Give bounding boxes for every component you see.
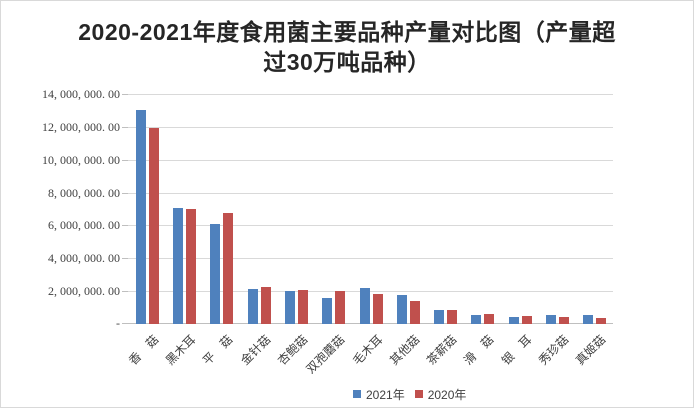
legend-label-2021: 2021年 <box>366 387 405 402</box>
y-axis-tick <box>122 225 128 226</box>
bar-2020 <box>261 287 271 324</box>
y-axis-tick <box>122 258 128 259</box>
bar-2020 <box>223 213 233 324</box>
bar-2021 <box>360 288 370 324</box>
gridline <box>128 291 613 292</box>
gridline <box>128 94 613 95</box>
gridline <box>128 160 613 161</box>
bar-2021 <box>322 298 332 324</box>
gridline <box>128 258 613 259</box>
bar-2020 <box>186 209 196 324</box>
x-axis-label: 毛木耳 <box>349 332 386 368</box>
bar-2021 <box>434 310 444 324</box>
bar-2020 <box>298 290 308 324</box>
y-axis-tick-label: 2, 000, 000. 00 <box>48 284 120 298</box>
y-axis-tick-label: 8, 000, 000. 00 <box>48 186 120 200</box>
bar-2021 <box>471 315 481 324</box>
y-axis-tick <box>122 127 128 128</box>
plot-area: 香 菇黑木耳平 菇金针菇 杏鲍菇 双孢蘑菇 毛木耳 其他菇 茶薪菇滑 菇银 耳秀珍菇 真姬菇 <box>122 94 613 376</box>
bar-2021 <box>509 317 519 324</box>
bar-2021 <box>210 224 220 324</box>
y-axis-tick <box>122 94 128 95</box>
bar-2020 <box>596 318 606 324</box>
y-axis-tick-label: 12, 000, 000. 00 <box>42 120 120 134</box>
bar-2021 <box>136 110 146 324</box>
y-axis-tick <box>122 193 128 194</box>
x-axis-label: 秀珍菇 <box>535 332 572 368</box>
y-axis-tick-label: - <box>116 316 120 330</box>
y-axis-tick-label: 4, 000, 000. 00 <box>48 251 120 265</box>
y-axis-tick-label: 6, 000, 000. 00 <box>48 218 120 232</box>
x-axis-label: 银 耳 <box>498 332 535 368</box>
y-axis-tick <box>122 291 128 292</box>
bar-2021 <box>546 315 556 324</box>
chart-title-line2: 过30万吨品种） <box>263 49 431 75</box>
bar-2021 <box>173 208 183 324</box>
legend-swatch-2020-icon <box>414 390 423 398</box>
legend-item-2021: 2021年 <box>353 386 405 403</box>
x-axis-label: 茶薪菇 <box>423 332 460 368</box>
x-axis-label: 其他菇 <box>386 332 423 368</box>
bar-2020 <box>335 291 345 324</box>
bar-2021 <box>397 295 407 324</box>
y-axis-tick-label: 14, 000, 000. 00 <box>42 87 120 101</box>
x-axis-label: 金针菇 <box>237 332 274 368</box>
bar-2020 <box>447 310 457 324</box>
x-axis-label: 平 菇 <box>199 332 236 368</box>
bar-2020 <box>484 314 494 324</box>
y-axis-tick <box>122 323 128 324</box>
legend-label-2020: 2020年 <box>427 387 467 402</box>
bar-2020 <box>373 294 383 324</box>
chart-title: 2020-2021年度食用菌主要品种产量对比图（产量超 过30万吨品种） <box>27 17 667 77</box>
legend: 2021年 2020年 <box>353 386 467 403</box>
x-axis-label: 真姬菇 <box>572 332 609 368</box>
chart-title-line1: 2020-2021年度食用菌主要品种产量对比图（产量超 <box>78 19 616 45</box>
bar-2020 <box>522 316 532 324</box>
y-axis-tick-label: 10, 000, 000. 00 <box>42 153 120 167</box>
y-axis-tick <box>122 160 128 161</box>
x-axis-label: 香 菇 <box>125 332 162 368</box>
gridline <box>128 127 613 128</box>
x-axis-label: 黑木耳 <box>162 332 199 368</box>
bar-2020 <box>149 128 159 324</box>
gridline <box>128 225 613 226</box>
gridline <box>128 193 613 194</box>
bar-2020 <box>410 301 420 324</box>
bar-2021 <box>285 291 295 324</box>
x-axis-label: 双孢蘑菇 <box>303 332 348 377</box>
x-axis-line <box>128 323 613 324</box>
bar-2021 <box>583 315 593 324</box>
bar-2020 <box>559 317 569 324</box>
bar-2021 <box>248 289 258 324</box>
legend-item-2020: 2020年 <box>414 386 467 403</box>
x-axis-label: 滑 菇 <box>460 332 497 368</box>
legend-swatch-2021-icon <box>353 390 361 398</box>
